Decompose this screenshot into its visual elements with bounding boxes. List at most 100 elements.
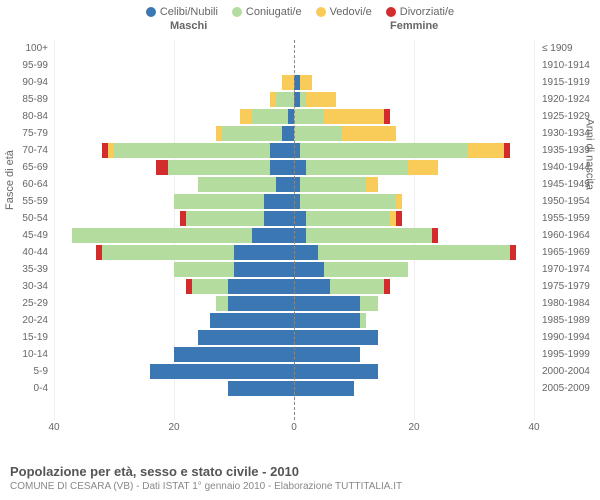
age-label: 45-49 — [0, 227, 52, 244]
footer: Popolazione per età, sesso e stato civil… — [10, 464, 590, 492]
bar-male — [264, 194, 294, 209]
age-label: 95-99 — [0, 57, 52, 74]
bar-female — [324, 109, 384, 124]
x-tick: 20 — [168, 422, 179, 433]
age-label: 90-94 — [0, 74, 52, 91]
bar-male — [192, 279, 228, 294]
bar-male — [234, 245, 294, 260]
bar-female — [360, 296, 378, 311]
x-tick: 0 — [291, 422, 297, 433]
bar-male — [228, 381, 294, 396]
bar-male — [186, 279, 192, 294]
bar-female — [396, 194, 402, 209]
bar-male — [108, 143, 114, 158]
bar-male — [282, 126, 294, 141]
bar-female — [306, 228, 432, 243]
bar-male — [96, 245, 102, 260]
birth-label: 1955-1959 — [538, 210, 600, 227]
bar-female — [294, 211, 306, 226]
bar-female — [432, 228, 438, 243]
birth-label: 1920-1924 — [538, 91, 600, 108]
bar-female — [294, 228, 306, 243]
age-label: 15-19 — [0, 329, 52, 346]
legend-item: Celibi/Nubili — [146, 6, 218, 18]
bar-female — [396, 211, 402, 226]
age-label: 50-54 — [0, 210, 52, 227]
bar-male — [186, 211, 264, 226]
birth-label: 1915-1919 — [538, 74, 600, 91]
bar-female — [306, 160, 408, 175]
bar-male — [72, 228, 252, 243]
bar-female — [384, 279, 390, 294]
male-label: Maschi — [170, 20, 207, 32]
bar-female — [324, 262, 408, 277]
bar-male — [180, 211, 186, 226]
bar-male — [282, 75, 294, 90]
age-label: 55-59 — [0, 193, 52, 210]
bar-female — [300, 194, 396, 209]
bar-male — [198, 177, 276, 192]
x-tick: 40 — [528, 422, 539, 433]
bar-male — [114, 143, 270, 158]
gender-labels: Maschi Femmine — [0, 20, 600, 34]
bar-male — [210, 313, 294, 328]
bar-female — [510, 245, 516, 260]
bar-male — [150, 364, 294, 379]
bar-female — [294, 279, 330, 294]
center-line — [294, 40, 295, 420]
bar-female — [294, 109, 324, 124]
chart-area — [54, 40, 534, 420]
birth-label: 1980-1984 — [538, 295, 600, 312]
bar-male — [174, 194, 264, 209]
bar-female — [318, 245, 510, 260]
birth-label: 2000-2004 — [538, 363, 600, 380]
bar-female — [504, 143, 510, 158]
legend-item: Vedovi/e — [316, 6, 372, 18]
bar-female — [330, 279, 384, 294]
birth-label: 1975-1979 — [538, 278, 600, 295]
bar-female — [408, 160, 438, 175]
bar-female — [300, 143, 468, 158]
age-label: 0-4 — [0, 380, 52, 397]
bar-male — [234, 262, 294, 277]
bar-female — [306, 92, 336, 107]
age-label: 30-34 — [0, 278, 52, 295]
bar-male — [270, 160, 294, 175]
bar-male — [216, 296, 228, 311]
age-label: 65-69 — [0, 159, 52, 176]
legend-swatch — [386, 7, 396, 17]
age-label: 75-79 — [0, 125, 52, 142]
age-label: 85-89 — [0, 91, 52, 108]
bar-male — [252, 228, 294, 243]
bar-female — [366, 177, 378, 192]
legend-label: Divorziati/e — [400, 6, 454, 18]
bar-male — [276, 177, 294, 192]
birth-label: 1960-1964 — [538, 227, 600, 244]
bar-male — [156, 160, 168, 175]
legend-label: Coniugati/e — [246, 6, 302, 18]
birth-label: 1985-1989 — [538, 312, 600, 329]
bar-female — [468, 143, 504, 158]
birth-label: 1940-1944 — [538, 159, 600, 176]
age-label: 10-14 — [0, 346, 52, 363]
birth-label: 1950-1954 — [538, 193, 600, 210]
bar-male — [252, 109, 288, 124]
bar-female — [294, 262, 324, 277]
bar-male — [102, 245, 234, 260]
age-label: 70-74 — [0, 142, 52, 159]
bar-male — [174, 347, 294, 362]
bar-female — [294, 126, 342, 141]
birth-label: 1990-1994 — [538, 329, 600, 346]
bar-female — [294, 364, 378, 379]
bar-female — [342, 126, 396, 141]
legend-item: Divorziati/e — [386, 6, 454, 18]
birth-label: 1930-1934 — [538, 125, 600, 142]
birth-label: 2005-2009 — [538, 380, 600, 397]
bar-female — [294, 296, 360, 311]
legend-swatch — [232, 7, 242, 17]
bar-female — [360, 313, 366, 328]
bar-male — [168, 160, 270, 175]
bar-female — [294, 381, 354, 396]
birth-label: 1995-1999 — [538, 346, 600, 363]
pyramid-chart: Celibi/Nubili Coniugati/e Vedovi/e Divorzia… — [0, 0, 600, 500]
